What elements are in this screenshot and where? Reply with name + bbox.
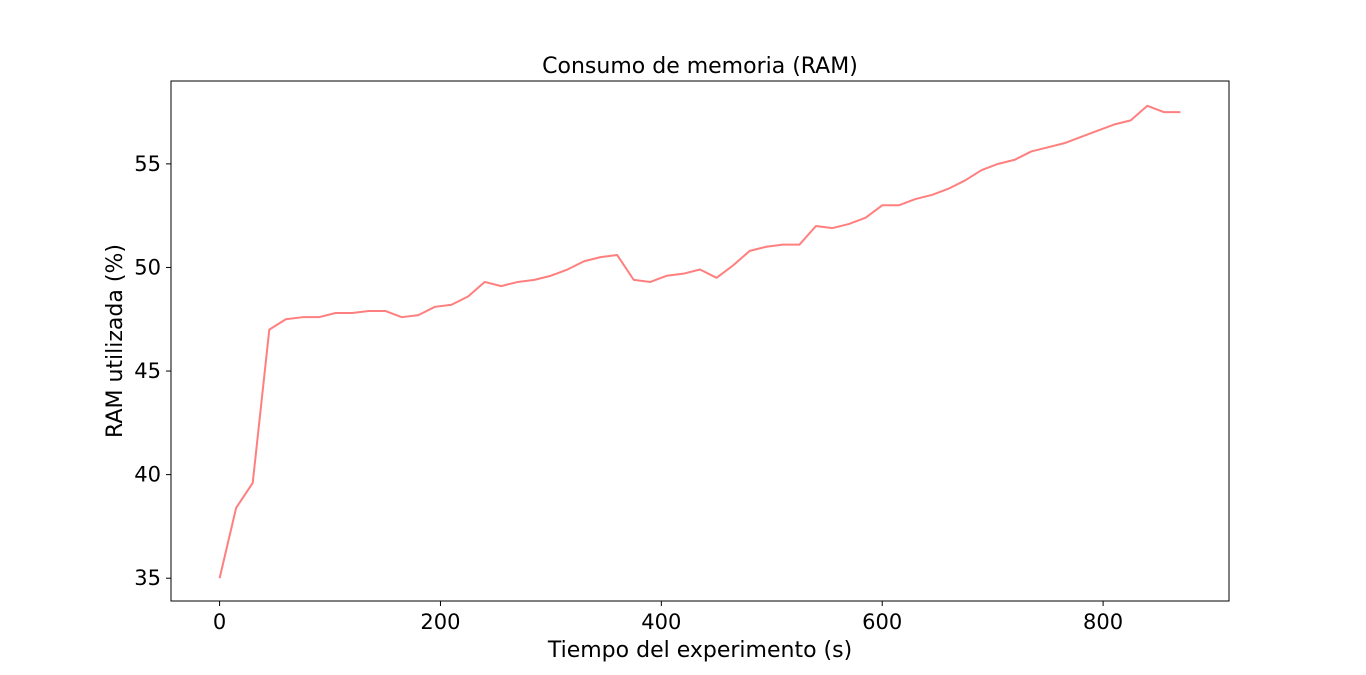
x-tick-label: 0 <box>213 610 226 634</box>
x-axis-label: Tiempo del experimento (s) <box>547 638 852 663</box>
y-tick-label: 35 <box>134 566 161 590</box>
chart-title: Consumo de memoria (RAM) <box>542 54 858 79</box>
y-tick-label: 50 <box>134 255 161 279</box>
series-line-0 <box>218 104 1181 579</box>
x-tick-label: 800 <box>1083 610 1123 634</box>
x-axis-ticks: 0 200 400 600 800 <box>213 601 1123 634</box>
x-tick-label: 400 <box>641 610 681 634</box>
y-tick-label: 40 <box>134 463 161 487</box>
y-axis-label: RAM utilizada (%) <box>103 244 128 438</box>
y-tick-label: 55 <box>134 152 161 176</box>
x-tick-label: 600 <box>862 610 902 634</box>
y-tick-label: 45 <box>134 359 161 383</box>
x-tick-label: 200 <box>420 610 460 634</box>
series-layer <box>218 104 1181 579</box>
y-axis-ticks: 35 40 45 50 55 <box>134 152 171 590</box>
axes-frame <box>170 80 1230 602</box>
